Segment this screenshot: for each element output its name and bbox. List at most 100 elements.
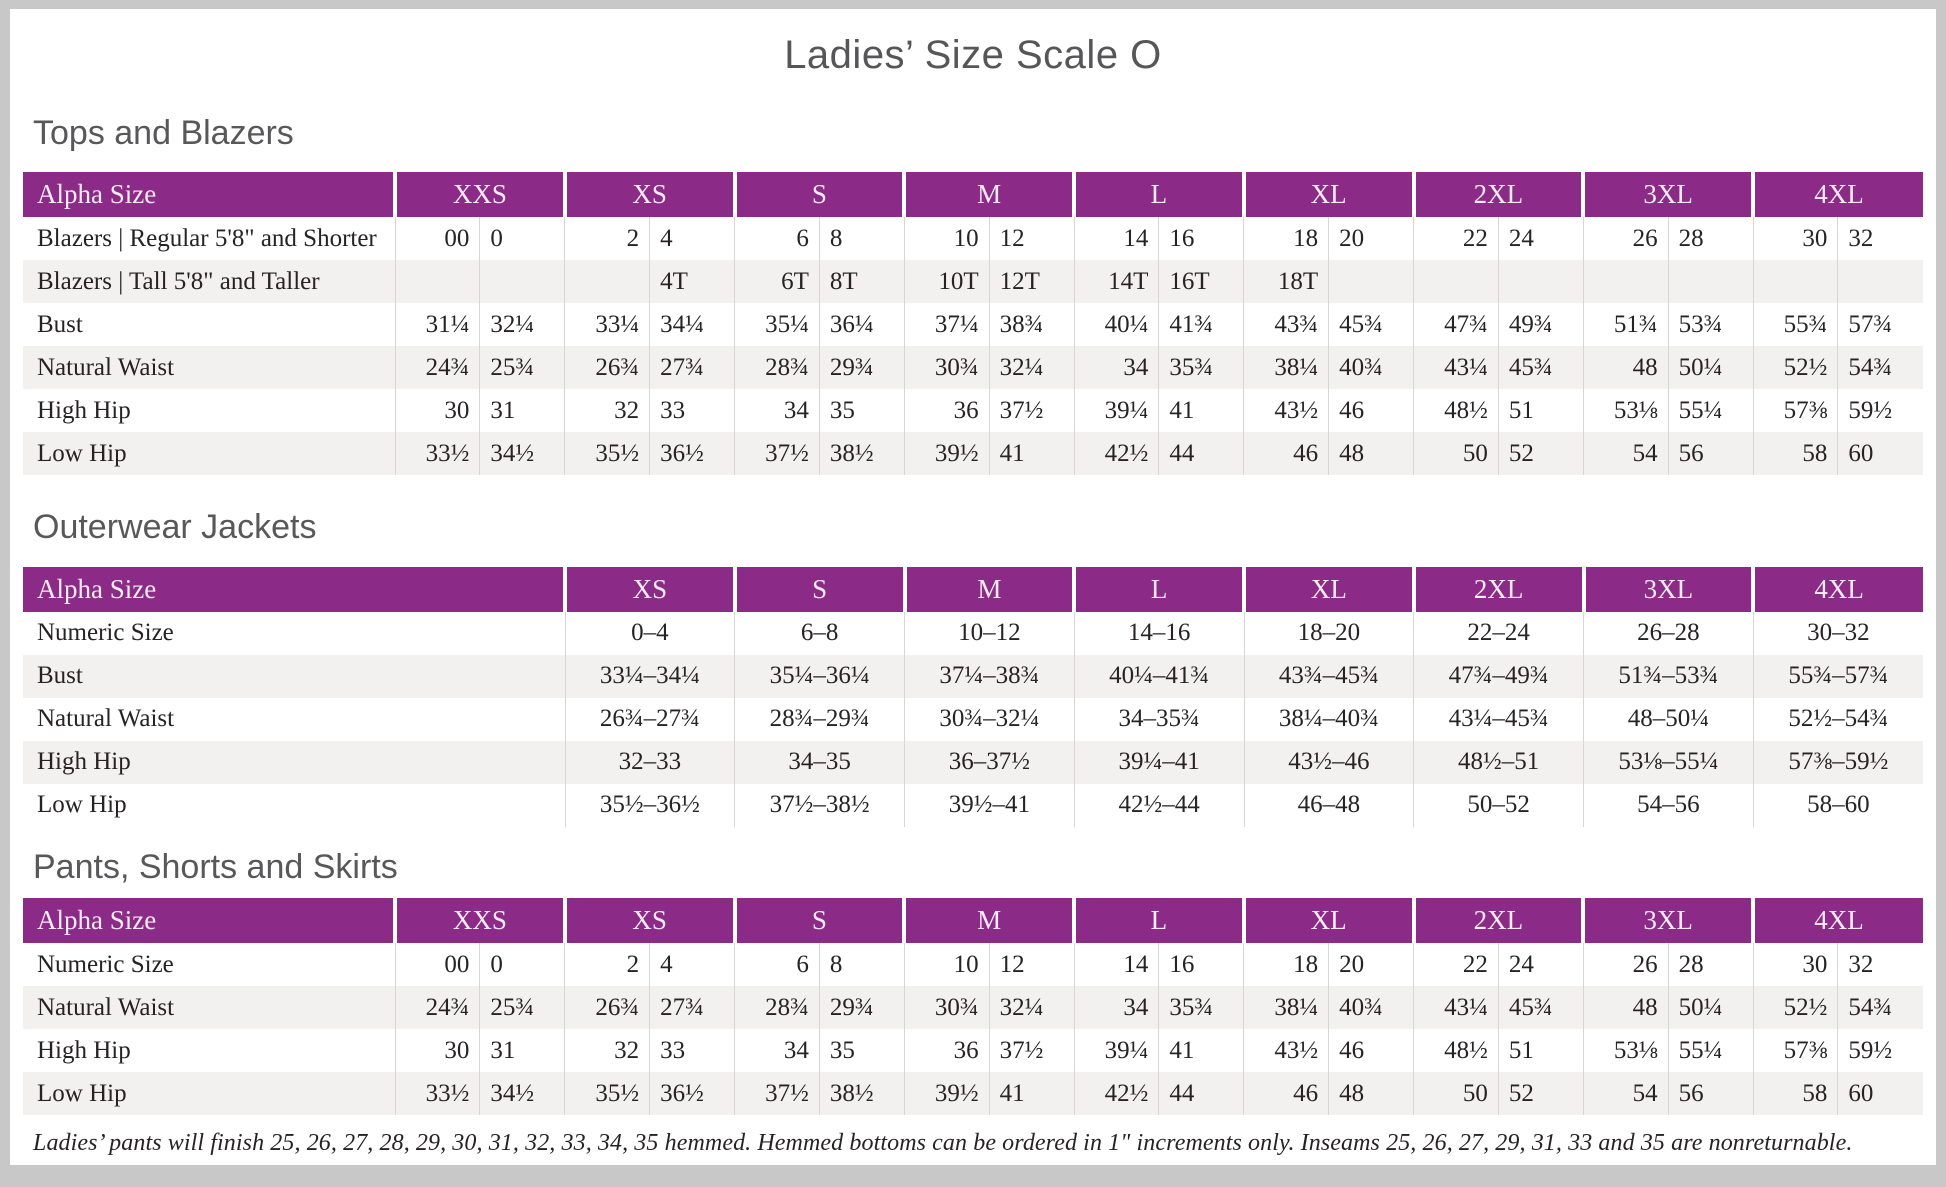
size-value-cell: 26¾–27¾ (564, 697, 735, 741)
size-value-cell: 44 (1158, 432, 1244, 476)
header-row: Alpha Size XXS XS S M L XL 2XL 3XL 4XL (23, 898, 1923, 944)
size-value-cell: 51¾ (1582, 303, 1669, 347)
size-value-cell: 36½ (649, 1072, 735, 1116)
size-value-cell: 60 (1837, 432, 1923, 476)
size-value-cell: 24¾ (394, 986, 480, 1030)
size-value-cell: 43½ (1243, 389, 1329, 433)
size-value-cell: 28¾ (734, 986, 820, 1030)
size-value-cell: 54 (1582, 432, 1669, 476)
size-value-cell: 44 (1158, 1072, 1244, 1116)
size-value-cell: 40¼–41¾ (1073, 654, 1244, 698)
size-column-header: M (902, 172, 1074, 218)
size-value-cell: 35¼–36¼ (734, 654, 905, 698)
size-value-cell: 26¾ (564, 986, 650, 1030)
size-value-cell: 24 (1497, 217, 1584, 261)
size-value-cell: 27¾ (649, 986, 735, 1030)
table-row: Natural Waist 26¾–27¾ 28¾–29¾ 30¾–32¼ 34–35¾… (23, 697, 1923, 741)
size-column-header: S (732, 172, 905, 218)
size-value-cell: 26 (1582, 217, 1669, 261)
size-value-cell: 38¼ (1243, 986, 1329, 1030)
size-value-cell: 4 (649, 217, 735, 261)
size-value-cell: 29¾ (818, 986, 905, 1030)
size-value-cell: 58 (1752, 1072, 1838, 1116)
size-column-header: L (1072, 172, 1244, 218)
size-value-cell: 35¾ (1158, 346, 1244, 390)
size-value-cell: 8T (818, 260, 905, 304)
size-value-cell: 6 (734, 217, 820, 261)
size-value-cell: 18–20 (1243, 611, 1414, 655)
size-value-cell: 38¾ (988, 303, 1074, 347)
size-column-header: S (732, 566, 905, 612)
size-value-cell: 30 (1752, 943, 1838, 987)
size-value-cell: 51 (1497, 1029, 1584, 1073)
size-column-header: 3XL (1581, 898, 1753, 944)
size-value-cell: 57⅜ (1752, 1029, 1838, 1073)
size-value-cell: 20 (1328, 217, 1414, 261)
size-value-cell: 40¼ (1073, 303, 1159, 347)
table-row: High Hip 30 31 32 33 34 35 36 37½ 39¼ 41 43½ 46 48½ 51… (23, 389, 1923, 433)
size-value-cell: 22–24 (1413, 611, 1584, 655)
size-value-cell: 53⅛–55¼ (1583, 740, 1754, 784)
table-row: Numeric Size 0–4 6–8 10–12 14–16 18–20 22–24 26… (23, 611, 1923, 655)
size-value-cell: 35¼ (734, 303, 820, 347)
size-value-cell: 43¼ (1413, 346, 1499, 390)
size-value-cell: 53⅛ (1582, 389, 1669, 433)
table-row: Bust 31¼ 32¼ 33¼ 34¼ 35¼ 36¼ 37¼ 38¾ 40¼ 41¾ 43¾ 45¾… (23, 303, 1923, 347)
size-value-cell: 36 (903, 389, 990, 433)
size-value-cell: 32¼ (479, 303, 565, 347)
section-outerwear-jackets: Outerwear Jackets Alpha Size XS S M L XL 2XL 3X… (23, 508, 1923, 827)
row-label: Low Hip (37, 1079, 127, 1107)
size-value-cell: 32–33 (564, 740, 735, 784)
size-value-cell: 58–60 (1752, 783, 1923, 827)
size-value-cell: 30¾ (903, 986, 990, 1030)
table-row: Blazers | Tall 5'8" and Taller 4T 6T 8T 10T 1… (23, 260, 1923, 304)
row-label: Numeric Size (37, 950, 174, 978)
size-value-cell: 30¾ (903, 346, 990, 390)
size-value-cell: 59½ (1837, 1029, 1923, 1073)
size-value-cell: 10 (903, 943, 990, 987)
size-value-cell: 28¾–29¾ (734, 697, 905, 741)
size-value-cell: 10 (903, 217, 990, 261)
size-value-cell: 35 (818, 1029, 905, 1073)
size-value-cell: 34½ (479, 1072, 565, 1116)
size-value-cell (1752, 260, 1838, 304)
size-value-cell: 40¾ (1328, 346, 1414, 390)
size-value-cell: 38½ (818, 432, 905, 476)
size-column-header: 4XL (1751, 172, 1923, 218)
row-label: Natural Waist (37, 353, 175, 381)
size-table-tops-and-blazers: Alpha Size XXS XS S M L XL 2XL 3XL 4XL Blazers | R… (23, 172, 1923, 476)
size-value-cell: 48½–51 (1413, 740, 1584, 784)
size-value-cell: 30 (394, 389, 480, 433)
size-value-cell: 48½ (1413, 389, 1499, 433)
table-row: Natural Waist 24¾ 25¾ 26¾ 27¾ 28¾ 29¾ 30¾ 32¼ 34 3… (23, 346, 1923, 390)
size-value-cell: 45¾ (1328, 303, 1414, 347)
size-value-cell (1667, 260, 1753, 304)
size-value-cell: 33½ (394, 432, 480, 476)
size-column-header: XXS (393, 898, 565, 944)
size-value-cell: 2 (564, 943, 650, 987)
size-value-cell: 28 (1667, 943, 1753, 987)
document-page: Ladies’ Size Scale O Tops and Blazers Al… (10, 9, 1936, 1165)
size-column-header: 2XL (1411, 172, 1584, 218)
size-value-cell: 52 (1497, 1072, 1584, 1116)
size-value-cell: 48–50¼ (1583, 697, 1754, 741)
size-value-cell: 14 (1073, 943, 1159, 987)
size-value-cell: 26¾ (564, 346, 650, 390)
size-value-cell: 38½ (818, 1072, 905, 1116)
table-row: Natural Waist 24¾ 25¾ 26¾ 27¾ 28¾ 29¾ 30¾ 32¼ 34 3… (23, 986, 1923, 1030)
size-value-cell: 54¾ (1837, 986, 1923, 1030)
size-value-cell: 34 (1073, 346, 1159, 390)
size-value-cell: 6–8 (734, 611, 905, 655)
size-table-pants-shorts-skirts: Alpha Size XXS XS S M L XL 2XL 3XL 4XL Numeric Siz… (23, 898, 1923, 1116)
size-value-cell: 48 (1582, 986, 1669, 1030)
size-value-cell: 37¼–38¾ (904, 654, 1075, 698)
size-value-cell: 48½ (1413, 1029, 1499, 1073)
size-value-cell: 29¾ (818, 346, 905, 390)
size-value-cell: 58 (1752, 432, 1838, 476)
size-value-cell: 36 (903, 1029, 990, 1073)
size-value-cell: 16 (1158, 217, 1244, 261)
size-value-cell: 37½ (734, 432, 820, 476)
size-value-cell: 6T (734, 260, 820, 304)
size-value-cell: 55¾ (1752, 303, 1838, 347)
